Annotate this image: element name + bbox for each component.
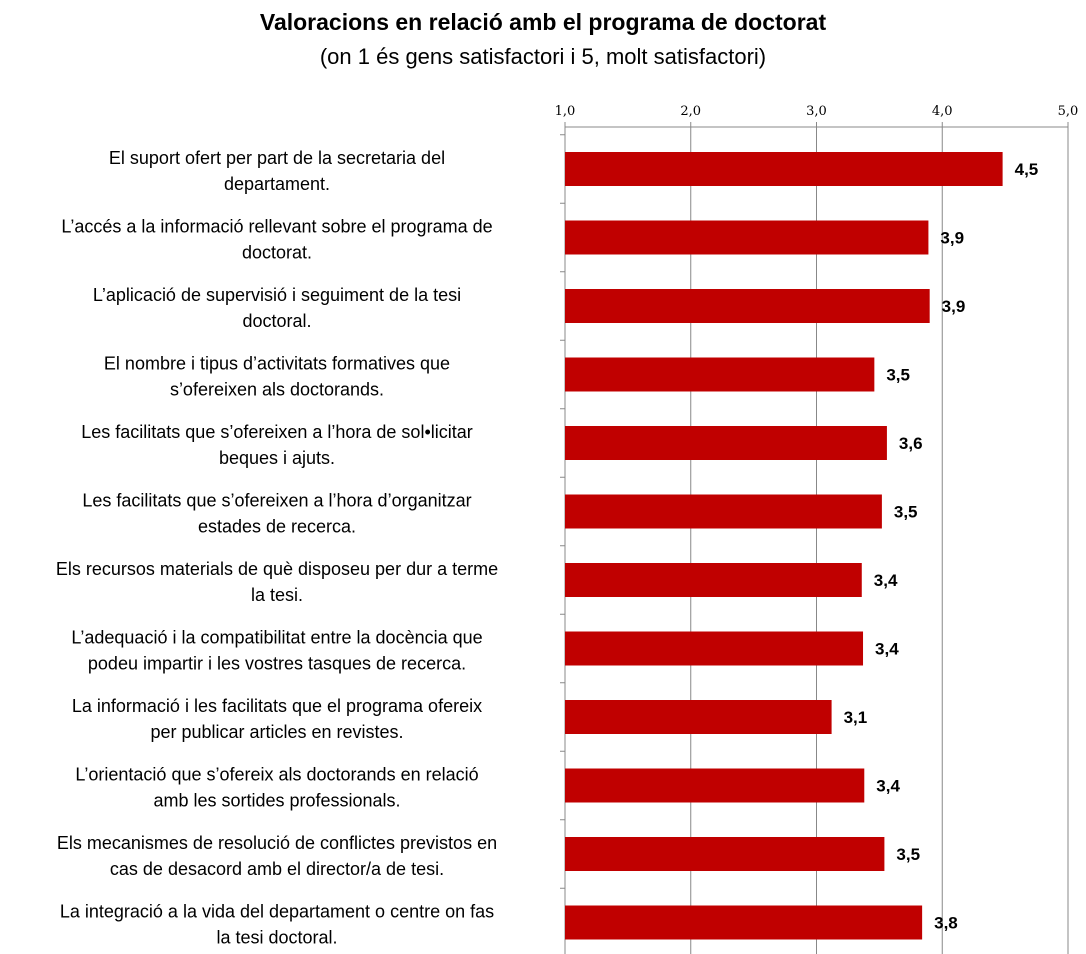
category-label: Les facilitats que s’ofereixen a l’hora … bbox=[82, 491, 471, 537]
bar bbox=[565, 768, 865, 803]
bars bbox=[565, 152, 1003, 940]
bar bbox=[565, 220, 929, 255]
category-label: L’aplicació de supervisió i seguiment de… bbox=[93, 285, 461, 331]
category-label: L’accés a la informació rellevant sobre … bbox=[61, 217, 492, 263]
data-label: 3,8 bbox=[934, 914, 958, 933]
x-tick-label: 5,0 bbox=[1058, 104, 1079, 119]
category-label: El suport ofert per part de la secretari… bbox=[109, 148, 445, 194]
category-label: Les facilitats que s’ofereixen a l’hora … bbox=[81, 422, 473, 468]
category-label: L’adequació i la compatibilitat entre la… bbox=[71, 628, 482, 674]
category-label: Els recursos materials de què disposeu p… bbox=[56, 559, 498, 605]
category-label: Els mecanismes de resolució de conflicte… bbox=[57, 833, 497, 879]
category-labels: El suport ofert per part de la secretari… bbox=[56, 148, 498, 948]
gridlines bbox=[564, 127, 1069, 954]
data-label: 3,5 bbox=[896, 845, 920, 864]
chart-title: Valoracions en relació amb el programa d… bbox=[259, 9, 827, 35]
bar bbox=[565, 631, 864, 666]
bar bbox=[565, 905, 923, 940]
x-tick-label: 1,0 bbox=[555, 104, 576, 119]
data-label: 3,9 bbox=[940, 229, 964, 248]
data-label: 4,5 bbox=[1015, 160, 1039, 179]
data-label: 3,1 bbox=[844, 708, 868, 727]
x-tick-label: 4,0 bbox=[932, 104, 953, 119]
bar bbox=[565, 152, 1003, 186]
bar bbox=[565, 357, 875, 392]
bar bbox=[565, 289, 930, 323]
bar bbox=[565, 563, 862, 597]
data-label: 3,9 bbox=[942, 297, 966, 316]
x-tick-label: 3,0 bbox=[806, 104, 827, 119]
data-label: 3,4 bbox=[876, 777, 900, 796]
category-label: La integració a la vida del departament … bbox=[60, 902, 494, 948]
chart-subtitle: (on 1 és gens satisfactori i 5, molt sat… bbox=[319, 44, 767, 69]
category-label: El nombre i tipus d’activitats formative… bbox=[104, 354, 450, 400]
category-label: La informació i les facilitats que el pr… bbox=[72, 696, 482, 742]
data-label: 3,6 bbox=[899, 434, 923, 453]
data-label: 3,5 bbox=[894, 503, 918, 522]
data-label: 3,5 bbox=[886, 366, 910, 385]
category-label: L’orientació que s’ofereix als doctorand… bbox=[75, 765, 478, 811]
bar bbox=[565, 426, 887, 460]
x-axis: 1,0 2,0 3,0 4,0 5,0 bbox=[555, 104, 1079, 889]
data-label: 3,4 bbox=[875, 640, 899, 659]
value-labels: 4,5 3,9 3,9 3,5 3,6 3,5 3,4 3,4 3,1 3,4 3,5 3,8 bbox=[844, 160, 1039, 933]
data-label: 3,4 bbox=[874, 571, 898, 590]
bar bbox=[565, 700, 832, 734]
bar bbox=[565, 494, 882, 529]
bar bbox=[565, 837, 885, 871]
x-tick-label: 2,0 bbox=[680, 104, 701, 119]
